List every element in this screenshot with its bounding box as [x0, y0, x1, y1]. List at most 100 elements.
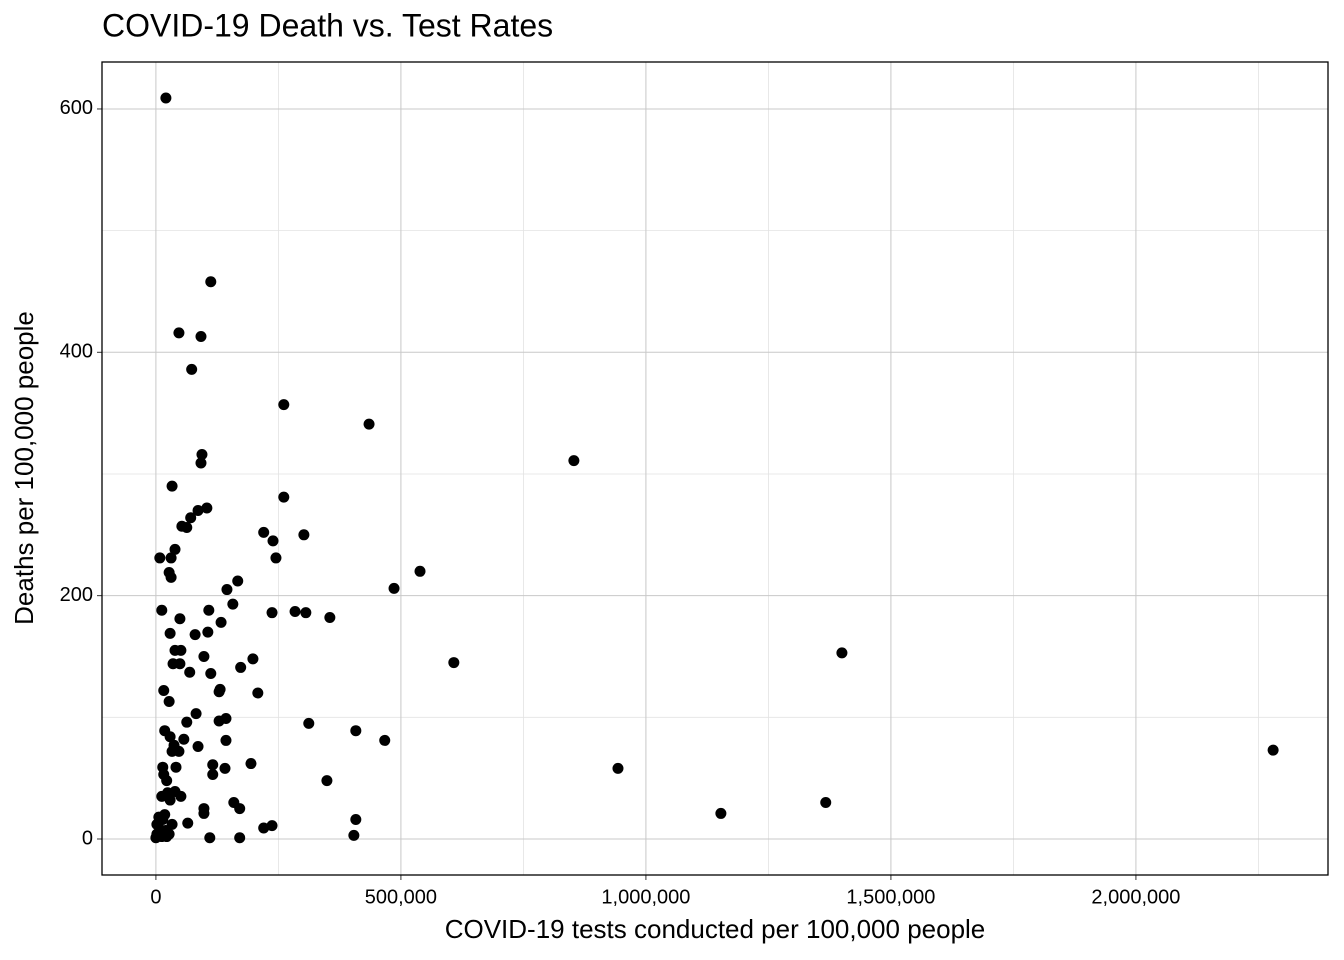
point	[203, 604, 215, 616]
point	[204, 832, 216, 844]
point	[201, 502, 213, 514]
point	[321, 775, 333, 787]
point	[350, 725, 362, 737]
point	[182, 817, 194, 829]
point	[189, 629, 201, 641]
point	[164, 627, 176, 639]
point	[348, 829, 360, 841]
point	[174, 613, 186, 625]
point	[221, 584, 233, 596]
point	[820, 796, 832, 808]
point	[175, 644, 187, 656]
point	[185, 512, 197, 524]
point	[215, 616, 227, 628]
point	[165, 571, 177, 583]
point	[300, 607, 312, 619]
point	[175, 790, 187, 802]
point	[414, 565, 426, 577]
y-tick-label: 0	[82, 827, 93, 849]
point	[160, 92, 172, 104]
point	[289, 605, 301, 617]
y-axis-label: Deaths per 100,000 people	[9, 311, 39, 625]
point	[379, 734, 391, 746]
point	[350, 814, 362, 826]
point	[234, 803, 246, 815]
point	[173, 327, 185, 339]
point	[234, 832, 246, 844]
point	[448, 657, 460, 669]
point	[195, 457, 207, 469]
point	[195, 330, 207, 342]
point	[267, 535, 279, 547]
point	[156, 604, 168, 616]
point	[192, 504, 204, 516]
point	[190, 708, 202, 720]
point	[278, 399, 290, 411]
point	[207, 769, 219, 781]
x-tick-label: 0	[150, 886, 161, 908]
point	[245, 758, 257, 770]
point	[568, 455, 580, 467]
point	[266, 607, 278, 619]
point	[198, 807, 210, 819]
x-tick-label: 500,000	[365, 886, 437, 908]
x-tick-label: 1,500,000	[846, 886, 935, 908]
point	[324, 612, 336, 624]
point	[170, 761, 182, 773]
point	[213, 686, 225, 698]
point	[715, 807, 727, 819]
point	[157, 814, 169, 826]
x-axis-label: COVID-19 tests conducted per 100,000 peo…	[445, 914, 986, 944]
point	[303, 717, 315, 729]
point	[166, 480, 178, 492]
point	[178, 733, 190, 745]
plot-border	[101, 61, 1329, 876]
point	[235, 661, 247, 673]
point	[173, 745, 185, 757]
y-tick-label: 400	[60, 341, 93, 363]
point	[164, 794, 176, 806]
point	[198, 650, 210, 662]
point	[186, 363, 198, 375]
point	[836, 647, 848, 659]
point	[154, 552, 166, 564]
point	[227, 598, 239, 610]
point	[165, 552, 177, 564]
point	[181, 522, 193, 534]
x-tick-label: 2,000,000	[1091, 886, 1180, 908]
point	[164, 731, 176, 743]
y-tick-label: 200	[60, 584, 93, 606]
point	[612, 762, 624, 774]
point	[247, 653, 259, 665]
point	[169, 543, 181, 555]
chart-title: COVID-19 Death vs. Test Rates	[102, 7, 553, 43]
point	[270, 552, 282, 564]
point	[205, 276, 217, 288]
point	[158, 685, 170, 697]
point	[298, 529, 310, 541]
point	[252, 687, 264, 699]
point	[192, 741, 204, 753]
point	[363, 418, 375, 430]
point	[161, 831, 173, 843]
point	[207, 759, 219, 771]
point	[150, 832, 162, 844]
y-tick-label: 600	[60, 97, 93, 119]
point	[258, 822, 270, 834]
point	[266, 820, 278, 832]
point	[202, 626, 214, 638]
point	[174, 658, 186, 670]
point	[258, 526, 270, 538]
point	[213, 715, 225, 727]
point	[163, 695, 175, 707]
point	[388, 582, 400, 594]
point	[219, 762, 231, 774]
point	[205, 668, 217, 680]
x-tick-label: 1,000,000	[601, 886, 690, 908]
point	[1267, 744, 1279, 756]
point	[161, 775, 173, 787]
point	[232, 575, 244, 587]
point	[196, 449, 208, 461]
point	[184, 666, 196, 678]
